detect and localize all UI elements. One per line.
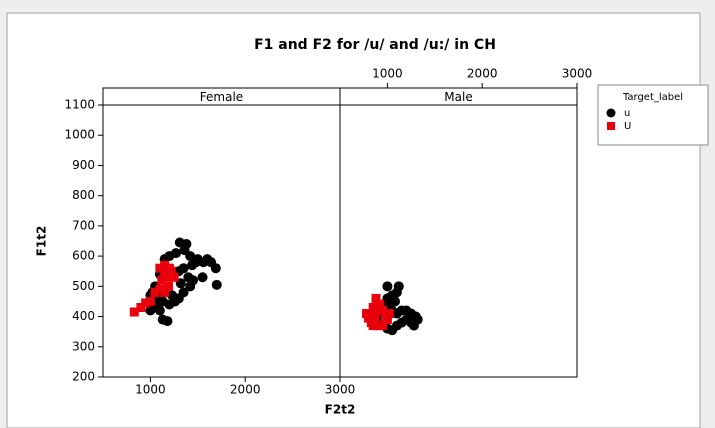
point <box>412 314 423 325</box>
point <box>150 287 160 297</box>
y-tick-label: 400 <box>72 309 95 323</box>
point <box>162 316 173 327</box>
point <box>211 279 222 290</box>
legend-label: u <box>624 108 630 119</box>
panel-title: Female <box>200 90 243 104</box>
point <box>145 305 156 316</box>
point <box>393 281 404 292</box>
point <box>167 290 178 301</box>
legend-box <box>597 84 709 146</box>
point <box>197 272 208 283</box>
legend-marker <box>607 122 615 130</box>
point <box>187 260 198 271</box>
point <box>160 287 170 297</box>
point <box>162 272 172 282</box>
point <box>368 302 378 312</box>
x-tick-label: 1000 <box>372 67 403 81</box>
point <box>155 263 165 273</box>
point <box>185 281 196 292</box>
x-tick-label: 2000 <box>230 383 261 397</box>
x-tick-label: 3000 <box>562 67 593 81</box>
point <box>145 296 155 306</box>
point <box>136 302 146 312</box>
point <box>378 306 388 316</box>
panel-frame <box>339 104 578 378</box>
y-tick-label: 1100 <box>64 98 95 112</box>
point <box>166 266 176 276</box>
point <box>389 296 400 307</box>
point <box>163 281 173 291</box>
y-tick-label: 1000 <box>64 128 95 142</box>
x-tick-label: 3000 <box>325 383 356 397</box>
point <box>373 321 383 331</box>
x-tick-label: 2000 <box>467 67 498 81</box>
point <box>368 321 378 331</box>
y-tick-label: 300 <box>72 339 95 353</box>
point <box>155 284 165 294</box>
panel-title: Male <box>444 90 472 104</box>
point <box>160 260 170 270</box>
point <box>154 305 165 316</box>
point <box>370 312 380 322</box>
x-tick-label: 1000 <box>135 383 166 397</box>
point <box>178 287 189 298</box>
chart-title: F1 and F2 for /u/ and /u:/ in CH <box>254 37 496 53</box>
legend-title: Target_label <box>622 92 683 103</box>
y-tick-label: 600 <box>72 249 95 263</box>
y-tick-label: 900 <box>72 158 95 172</box>
point <box>157 275 167 285</box>
y-tick-label: 500 <box>72 279 95 293</box>
y-tick-label: 700 <box>72 218 95 232</box>
point <box>169 272 179 282</box>
point <box>362 309 372 319</box>
point <box>141 298 151 308</box>
x-axis-label: F2t2 <box>325 403 356 417</box>
point <box>382 315 392 325</box>
chart-background <box>6 12 701 428</box>
point <box>375 299 385 309</box>
point <box>371 293 381 303</box>
legend-marker <box>606 108 616 118</box>
point <box>378 321 388 331</box>
point <box>373 306 383 316</box>
y-tick-label: 200 <box>72 370 95 384</box>
point <box>384 309 394 319</box>
point <box>363 313 373 323</box>
y-tick-label: 800 <box>72 188 95 202</box>
y-axis-label: F1t2 <box>35 226 49 257</box>
legend-label: U <box>624 121 631 132</box>
point <box>129 307 139 317</box>
point <box>210 263 221 274</box>
point <box>382 281 393 292</box>
